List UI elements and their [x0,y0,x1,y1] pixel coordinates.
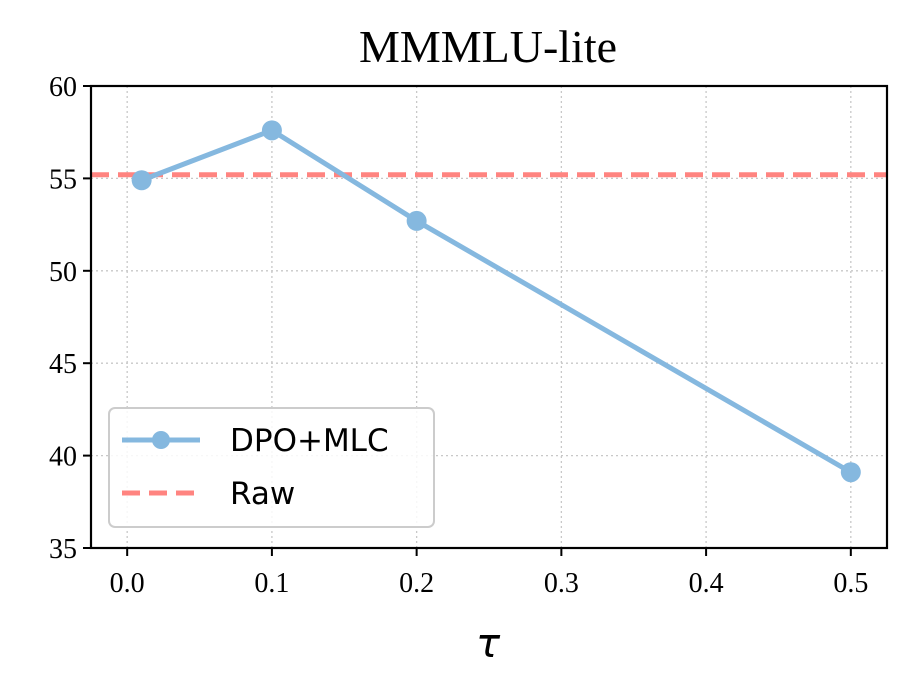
plot-frame [89,84,889,550]
dpo-mlc-point [261,120,282,141]
y-tick-label: 55 [49,164,77,195]
x-tick-label: 0.5 [833,568,868,599]
x-tick-label: 0.1 [254,568,289,599]
y-tick-label: 35 [49,534,77,565]
x-tick-label: 0.3 [544,568,579,599]
x-tick-label: 0.4 [689,568,724,599]
dpo-mlc-point [131,170,152,191]
y-tick-label: 40 [49,442,77,473]
legend-raw-label: Raw [230,476,295,512]
x-tick-label: 0.2 [399,568,434,599]
dpo-mlc-point [406,210,427,231]
axis-ticks: 0.0 0.1 0.2 0.3 0.4 0.5 35 40 45 50 55 60 [49,72,868,599]
chart-title: MMMLU-lite [359,21,617,72]
y-tick-label: 60 [49,72,77,103]
x-tick-label: 0.0 [110,568,145,599]
legend: DPO+MLC Raw [108,407,435,528]
y-tick-label: 45 [49,349,77,380]
legend-dpo-mlc-marker [152,431,170,449]
dpo-mlc-line [140,127,853,475]
dpo-mlc-series [131,120,861,483]
y-tick-label: 50 [49,257,77,288]
legend-dpo-mlc-label: DPO+MLC [230,423,389,459]
dpo-mlc-point [840,462,861,483]
x-axis-label: τ [476,621,501,667]
